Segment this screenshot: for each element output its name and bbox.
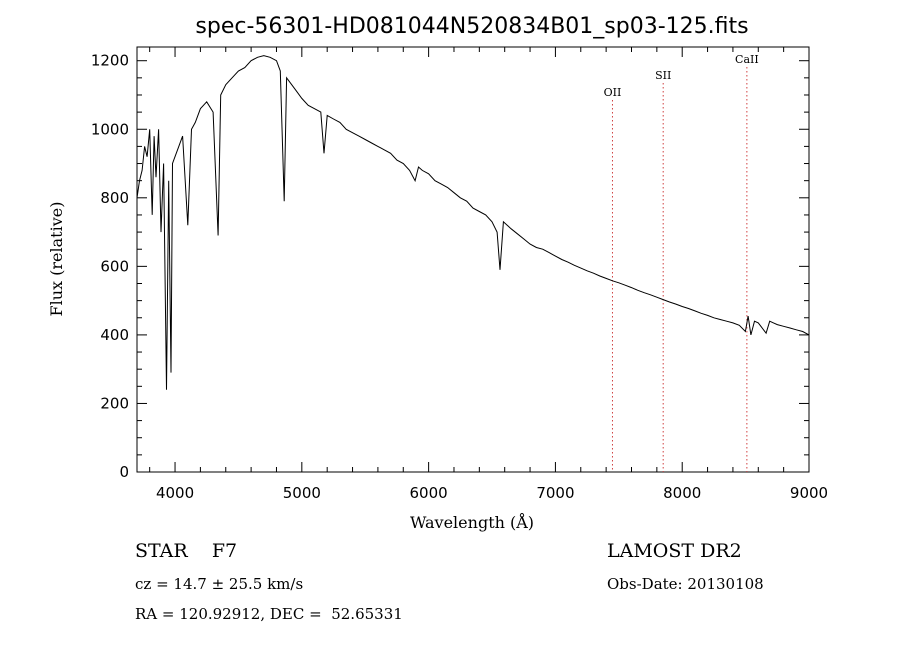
object-class-label: STAR [135,540,188,562]
plot-frame [136,46,810,473]
x-tick-label: 4000 [156,484,194,502]
coordinates-text: RA = 120.92912, DEC = 52.65331 [135,605,403,623]
spectral-line-label: CaII [735,53,759,66]
spectral-line-label: SII [655,69,671,82]
object-subclass: F7 [211,540,238,562]
spectral-line-label: OII [604,86,622,99]
y-tick-label: 0 [119,463,129,481]
redshift-text: cz = 14.7 ± 25.5 km/s [135,575,304,593]
y-tick-label: 400 [100,326,129,344]
x-tick-label: 9000 [790,484,828,502]
x-tick-label: 5000 [283,484,321,502]
y-tick-label: 1200 [91,52,129,70]
observation-date: Obs-Date: 20130108 [607,575,764,593]
axis-ticks [137,47,810,473]
y-tick-label: 1000 [91,120,129,138]
x-tick-label: 7000 [536,484,574,502]
object-class: STAR F7 [135,540,237,562]
y-tick-label: 200 [100,394,129,412]
y-tick-label: 800 [100,189,129,207]
chart-title: spec-56301-HD081044N520834B01_sp03-125.f… [195,14,748,39]
x-tick-label: 6000 [410,484,448,502]
spectrum-line [136,55,810,390]
spectral-line-markers: OII SII CaII [604,53,759,472]
y-tick-label: 600 [100,257,129,275]
axis-tick-labels: 4000 5000 6000 7000 8000 9000 0 200 400 600 800 100… [91,52,828,502]
x-tick-label: 8000 [663,484,701,502]
y-axis-label: Flux (relative) [47,202,66,317]
survey-name: LAMOST DR2 [607,540,742,562]
x-axis-label: Wavelength (Å) [410,512,534,532]
